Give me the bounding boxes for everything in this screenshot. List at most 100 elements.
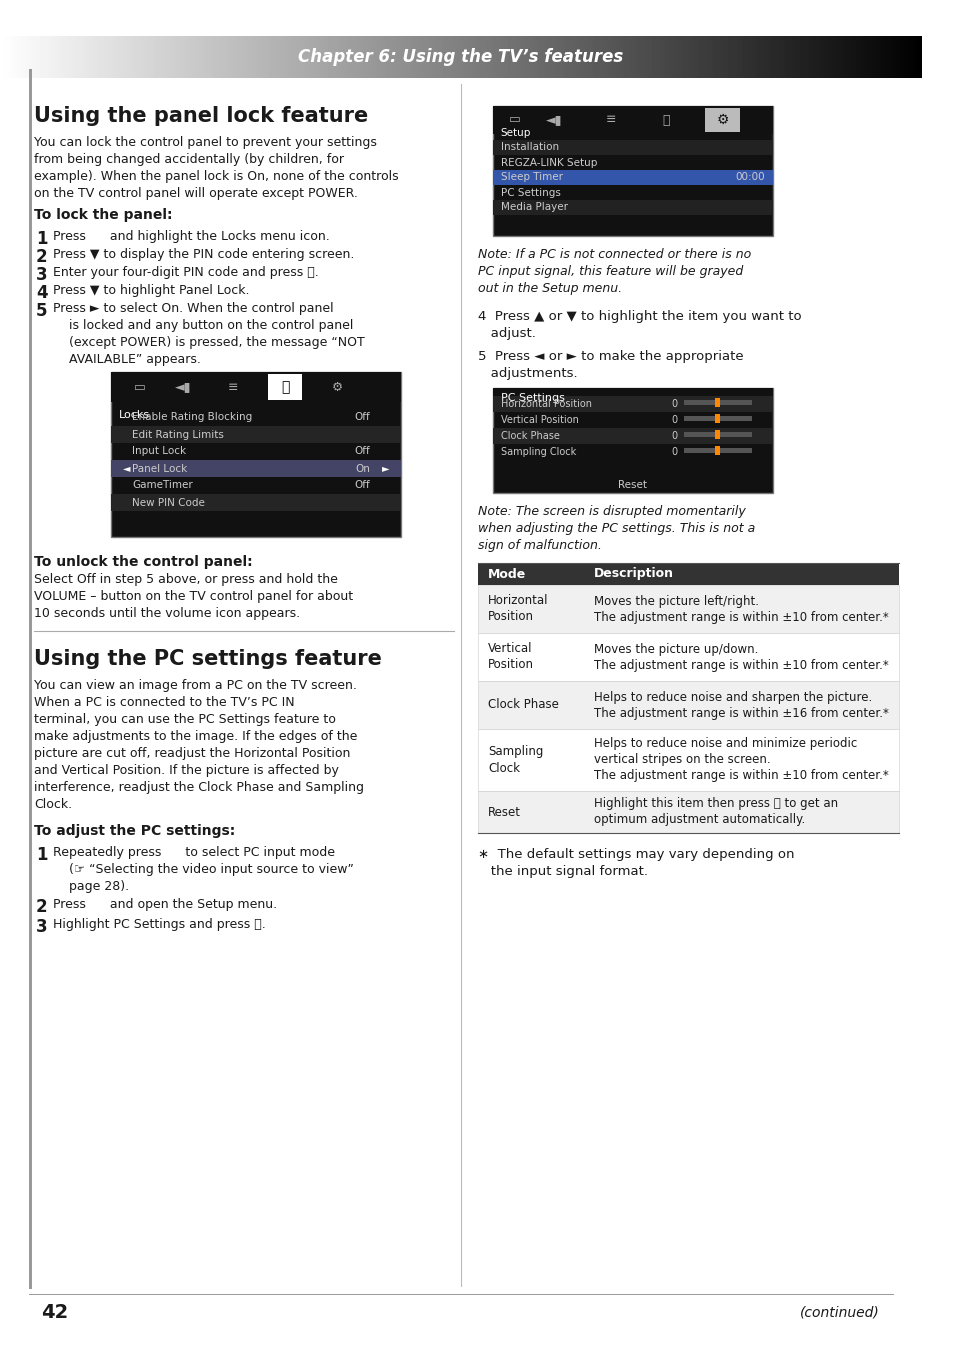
Text: ≡: ≡ [228,380,238,394]
Text: 0: 0 [671,414,677,425]
Text: 4: 4 [35,284,48,302]
Bar [477,681,898,728]
Text: Press      and open the Setup menu.: Press and open the Setup menu. [53,898,277,911]
Bar [715,398,720,408]
Bar [715,414,720,422]
Text: 2: 2 [35,248,48,265]
Text: ⚙: ⚙ [716,112,728,127]
Bar [493,171,772,185]
Text: 00:00: 00:00 [735,172,764,183]
Text: Reset: Reset [488,806,520,819]
Text: Edit Rating Limits: Edit Rating Limits [132,429,224,440]
Text: REGZA-LINK Setup: REGZA-LINK Setup [500,157,597,168]
Bar [111,494,400,510]
Bar [704,108,740,131]
Text: New PIN Code: New PIN Code [132,497,205,508]
Text: Enable Rating Blocking: Enable Rating Blocking [132,413,253,422]
Text: 0: 0 [671,447,677,458]
Text: Sampling
Clock: Sampling Clock [488,746,543,774]
Bar [477,563,898,585]
Text: Enter your four-digit PIN code and press Ⓞ.: Enter your four-digit PIN code and press… [53,265,318,279]
Bar [683,399,751,405]
Text: To lock the panel:: To lock the panel: [33,209,172,222]
Text: (continued): (continued) [799,1305,879,1319]
Bar [477,634,898,681]
Bar [493,389,772,408]
Text: Media Player: Media Player [500,203,567,213]
Text: 1: 1 [35,846,48,864]
Text: Locks: Locks [119,410,150,420]
Text: Vertical Position: Vertical Position [500,414,578,425]
Bar [111,372,400,402]
Text: 42: 42 [41,1303,68,1322]
Text: Clock Phase: Clock Phase [500,431,558,441]
Text: Select Off in step 5 above, or press and hold the
VOLUME – button on the TV cont: Select Off in step 5 above, or press and… [33,573,353,620]
Text: ◄▮: ◄▮ [546,114,562,126]
Bar [493,428,772,444]
Text: Helps to reduce noise and minimize periodic
vertical stripes on the screen.
The : Helps to reduce noise and minimize perio… [594,738,888,783]
Text: 0: 0 [671,399,677,409]
Text: Sampling Clock: Sampling Clock [500,447,576,458]
Text: Using the panel lock feature: Using the panel lock feature [33,106,368,126]
Text: 0: 0 [671,431,677,441]
Bar [111,427,400,443]
Text: ▭: ▭ [134,380,146,394]
Bar [683,432,751,437]
Text: Mode: Mode [488,567,526,581]
Text: ▭: ▭ [509,114,520,126]
Bar [715,445,720,455]
Bar [29,69,31,1289]
Text: Input Lock: Input Lock [132,447,187,456]
Text: Moves the picture up/down.
The adjustment range is within ±10 from center.*: Moves the picture up/down. The adjustmen… [594,643,888,672]
Bar [493,139,772,154]
Text: 1: 1 [35,230,48,248]
Text: Using the PC settings feature: Using the PC settings feature [33,649,381,669]
Text: Horizontal
Position: Horizontal Position [488,594,548,623]
Text: ∗  The default settings may vary depending on
   the input signal format.: ∗ The default settings may vary dependin… [477,848,794,877]
Text: ≡: ≡ [604,114,615,126]
Text: On: On [355,463,370,474]
Bar [715,431,720,439]
Text: ►: ► [381,463,389,474]
Bar [493,200,772,215]
Bar [683,448,751,454]
Text: Panel Lock: Panel Lock [132,463,188,474]
Text: Note: The screen is disrupted momentarily
when adjusting the PC settings. This i: Note: The screen is disrupted momentaril… [477,505,755,552]
Text: 4  Press ▲ or ▼ to highlight the item you want to
   adjust.: 4 Press ▲ or ▼ to highlight the item you… [477,310,801,340]
Text: 5: 5 [35,302,48,320]
Text: Highlight this item then press Ⓞ to get an
optimum adjustment automatically.: Highlight this item then press Ⓞ to get … [594,798,838,826]
Text: Off: Off [355,413,370,422]
Text: Chapter 6: Using the TV’s features: Chapter 6: Using the TV’s features [298,47,623,66]
Text: 3: 3 [35,265,48,284]
Text: Vertical
Position: Vertical Position [488,643,534,672]
Bar [477,791,898,833]
Text: To adjust the PC settings:: To adjust the PC settings: [33,825,234,838]
Text: PC Settings: PC Settings [500,187,559,198]
Text: Repeatedly press      to select PC input mode
    (☞ “Selecting the video input : Repeatedly press to select PC input mode… [53,846,354,894]
Text: 3: 3 [35,918,48,936]
Text: Off: Off [355,447,370,456]
Text: ⚙: ⚙ [332,380,342,394]
Text: You can view an image from a PC on the TV screen.
When a PC is connected to the : You can view an image from a PC on the T… [33,678,363,811]
Text: Sleep Timer: Sleep Timer [500,172,562,183]
Text: ◄▮: ◄▮ [175,380,192,394]
Text: 2: 2 [35,898,48,917]
Bar [111,460,400,477]
Text: Horizontal Position: Horizontal Position [500,399,591,409]
Bar [493,395,772,412]
Text: Reset: Reset [618,481,647,490]
Bar [111,372,400,538]
Text: 🔒: 🔒 [280,380,289,394]
Text: Press      and highlight the Locks menu icon.: Press and highlight the Locks menu icon. [53,230,330,242]
Text: Helps to reduce noise and sharpen the picture.
The adjustment range is within ±1: Helps to reduce noise and sharpen the pi… [594,691,888,719]
Text: Off: Off [355,481,370,490]
Text: Press ► to select On. When the control panel
    is locked and any button on the: Press ► to select On. When the control p… [53,302,364,366]
Text: 5  Press ◄ or ► to make the appropriate
   adjustments.: 5 Press ◄ or ► to make the appropriate a… [477,349,743,380]
Bar [683,416,751,421]
Bar [268,374,302,399]
Bar [477,585,898,634]
Text: Installation: Installation [500,142,558,153]
Text: 🔒: 🔒 [662,114,670,126]
Text: GameTimer: GameTimer [132,481,193,490]
Text: Press ▼ to highlight Panel Lock.: Press ▼ to highlight Panel Lock. [53,284,250,297]
